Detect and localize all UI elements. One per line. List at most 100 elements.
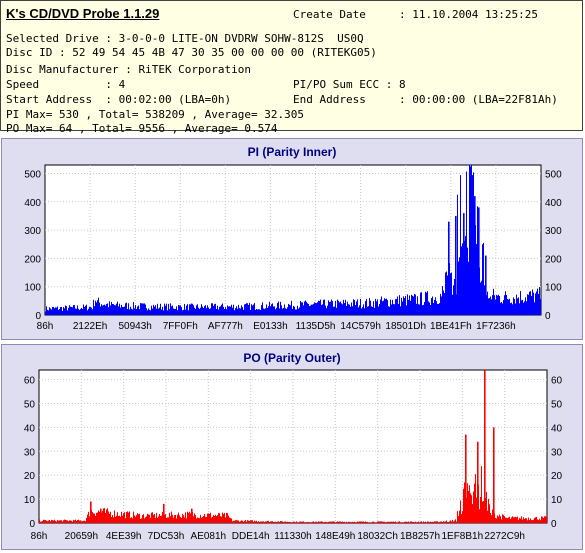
bar	[353, 299, 354, 315]
bar	[141, 518, 142, 523]
bar	[287, 307, 288, 315]
bar	[202, 306, 203, 315]
bar	[95, 515, 96, 523]
bar	[94, 513, 95, 523]
po-chart: PO (Parity Outer) 0 0 10 10 20 20 30 30 40 40 50 50 6…	[24, 351, 563, 542]
x-tick-label: 148E49h	[315, 531, 355, 542]
bar	[531, 519, 532, 523]
bar	[82, 521, 83, 523]
bar	[529, 291, 530, 315]
bar	[266, 304, 267, 315]
bar	[424, 522, 425, 523]
bar	[104, 508, 105, 523]
bar	[479, 509, 480, 523]
bar	[424, 302, 425, 315]
bar	[388, 306, 389, 315]
bar	[172, 514, 173, 523]
bar	[111, 517, 112, 523]
bar	[263, 521, 264, 523]
bar	[126, 511, 127, 523]
bar	[136, 309, 137, 315]
bar	[231, 518, 232, 523]
bar	[278, 301, 279, 315]
bar	[328, 521, 329, 523]
bar	[423, 304, 424, 315]
bar	[446, 271, 447, 315]
bar	[233, 304, 234, 315]
bar	[114, 305, 115, 315]
bar	[474, 483, 475, 523]
bar	[182, 310, 183, 315]
bar	[291, 300, 292, 315]
bar	[153, 514, 154, 523]
bar	[282, 308, 283, 315]
bar	[397, 522, 398, 523]
bar	[345, 299, 346, 315]
bar	[102, 510, 103, 523]
bar	[438, 304, 439, 315]
bar	[346, 305, 347, 315]
bar	[382, 521, 383, 523]
bar	[462, 511, 463, 523]
bar	[112, 304, 113, 315]
bar	[163, 310, 164, 315]
y-tick-label-right: 50	[551, 399, 563, 410]
bar	[354, 300, 355, 315]
bar	[58, 520, 59, 523]
bar	[153, 304, 154, 315]
bar	[97, 300, 98, 315]
bar	[249, 520, 250, 523]
bar	[89, 516, 90, 523]
bar	[220, 306, 221, 315]
bar-spike	[100, 508, 102, 523]
bar	[68, 307, 69, 315]
bar	[64, 519, 65, 523]
bar	[372, 306, 373, 315]
bar	[401, 297, 402, 315]
bar	[105, 305, 106, 315]
bar	[336, 307, 337, 315]
bar	[434, 299, 435, 315]
bar	[280, 520, 281, 523]
bar	[524, 519, 525, 523]
bar	[63, 520, 64, 523]
bar	[257, 309, 258, 315]
bar	[90, 307, 91, 315]
bar	[221, 516, 222, 523]
bar-series	[39, 370, 547, 523]
bar	[206, 308, 207, 315]
bar	[52, 520, 53, 523]
bar	[158, 308, 159, 315]
bar	[75, 519, 76, 523]
bar	[408, 299, 409, 315]
bar	[272, 521, 273, 523]
bar	[173, 517, 174, 523]
bar	[343, 521, 344, 523]
bar	[360, 521, 361, 523]
bar	[232, 307, 233, 315]
bar	[307, 303, 308, 315]
bar	[271, 521, 272, 523]
bar	[412, 295, 413, 315]
bar	[346, 521, 347, 523]
bar	[288, 303, 289, 315]
bar	[444, 521, 445, 523]
bar	[381, 296, 382, 315]
bar	[379, 521, 380, 523]
bar	[82, 308, 83, 315]
bar	[468, 261, 469, 315]
bar	[472, 504, 473, 523]
bar	[390, 521, 391, 523]
bar	[537, 288, 538, 315]
bar	[62, 310, 63, 315]
bar	[461, 246, 462, 315]
bar	[131, 517, 132, 523]
bar	[323, 299, 324, 315]
bar	[480, 496, 481, 523]
bar	[220, 516, 221, 523]
bar	[467, 483, 468, 523]
bar	[525, 297, 526, 315]
bar	[511, 302, 512, 315]
bar	[528, 517, 529, 523]
x-tick-label: 2122Eh	[73, 321, 107, 332]
